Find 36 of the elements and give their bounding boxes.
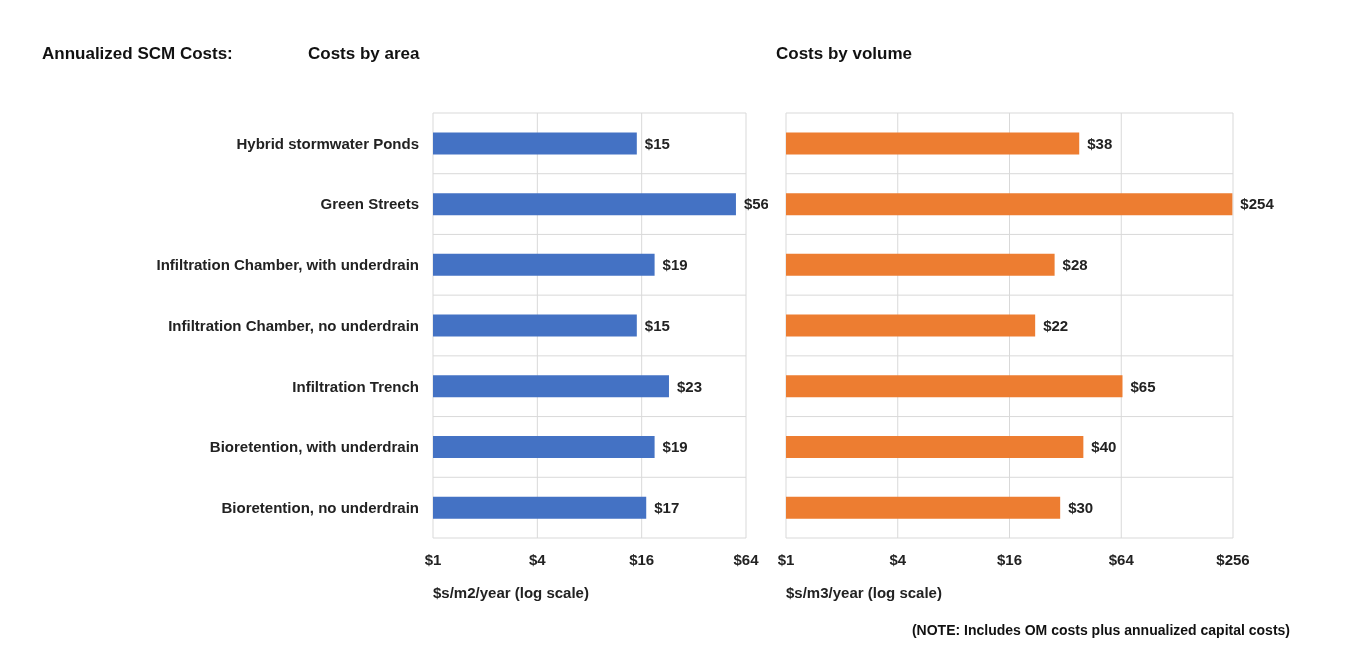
- x-tick-label: $16: [629, 550, 655, 568]
- x-tick-label: $256: [1216, 550, 1250, 568]
- data-label: $17: [654, 499, 680, 517]
- data-label: $15: [644, 134, 670, 152]
- x-tick-label: $64: [1108, 550, 1135, 568]
- x-axis-title: $s/m2/year (log scale): [433, 584, 589, 601]
- x-tick-label: $16: [996, 550, 1023, 568]
- chart-title: Costs by volume: [776, 44, 913, 64]
- y-tick-label: Infiltration Chamber, no underdrain: [168, 316, 419, 334]
- data-label: $30: [1068, 499, 1094, 517]
- y-tick-label: Green Streets: [320, 195, 419, 213]
- chart-subtitle: Costs by area: [308, 44, 420, 64]
- x-tick-label: $64: [733, 550, 760, 568]
- data-label: $19: [662, 438, 688, 456]
- x-tick-label: $4: [889, 550, 907, 568]
- data-label: $40: [1091, 438, 1117, 456]
- text: Annualized SCM Costs:: [42, 44, 233, 64]
- x-tick-label: $1: [777, 550, 795, 568]
- data-label: $38: [1087, 134, 1113, 152]
- y-tick-label: Infiltration Chamber, with underdrain: [156, 256, 419, 274]
- text: (NOTE: Includes OM costs plus annualized capital costs): [911, 622, 1290, 638]
- x-tick-label: $1: [424, 550, 442, 568]
- data-label: $56: [743, 195, 769, 213]
- y-tick-label: Hybrid stormwater Ponds: [236, 134, 419, 152]
- y-tick-label: Bioretention, with underdrain: [209, 438, 419, 456]
- y-tick-label: Infiltration Trench: [292, 377, 419, 395]
- data-label: $19: [662, 256, 688, 274]
- data-label: $254: [1240, 195, 1275, 213]
- x-axis-title: $s/m3/year (log scale): [786, 584, 942, 601]
- x-tick-label: $4: [528, 550, 547, 568]
- y-tick-label: Bioretention, no underdrain: [221, 498, 419, 516]
- data-label: $22: [1043, 316, 1069, 334]
- data-label: $65: [1130, 377, 1156, 395]
- data-label: $28: [1062, 256, 1088, 274]
- data-label: $15: [644, 316, 670, 334]
- data-label: $23: [676, 377, 703, 395]
